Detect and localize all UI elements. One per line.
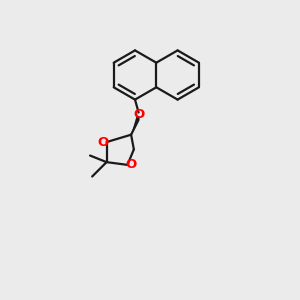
Polygon shape bbox=[131, 116, 140, 135]
Text: O: O bbox=[126, 158, 137, 171]
Text: O: O bbox=[133, 108, 144, 121]
Text: O: O bbox=[97, 136, 108, 148]
